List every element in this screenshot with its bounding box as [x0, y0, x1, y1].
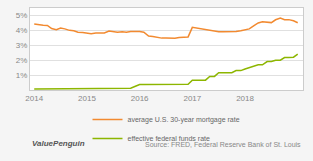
svg-text:2017: 2017 — [183, 94, 201, 103]
svg-text:2015: 2015 — [78, 94, 96, 103]
svg-text:2%: 2% — [16, 56, 28, 65]
svg-text:2016: 2016 — [131, 94, 149, 103]
svg-text:ValuePenguin: ValuePenguin — [32, 139, 85, 148]
svg-text:effective federal funds rate: effective federal funds rate — [128, 135, 210, 142]
svg-text:2014: 2014 — [25, 94, 43, 103]
svg-text:4%: 4% — [16, 26, 28, 35]
svg-text:2018: 2018 — [236, 94, 254, 103]
svg-text:5%: 5% — [16, 11, 28, 20]
svg-text:3%: 3% — [16, 41, 28, 50]
svg-text:average U.S. 30-year mortgage: average U.S. 30-year mortgage rate — [128, 116, 240, 124]
svg-text:Source: FRED, Federal Reserve: Source: FRED, Federal Reserve Bank of St… — [145, 141, 301, 148]
svg-text:1%: 1% — [16, 71, 28, 80]
